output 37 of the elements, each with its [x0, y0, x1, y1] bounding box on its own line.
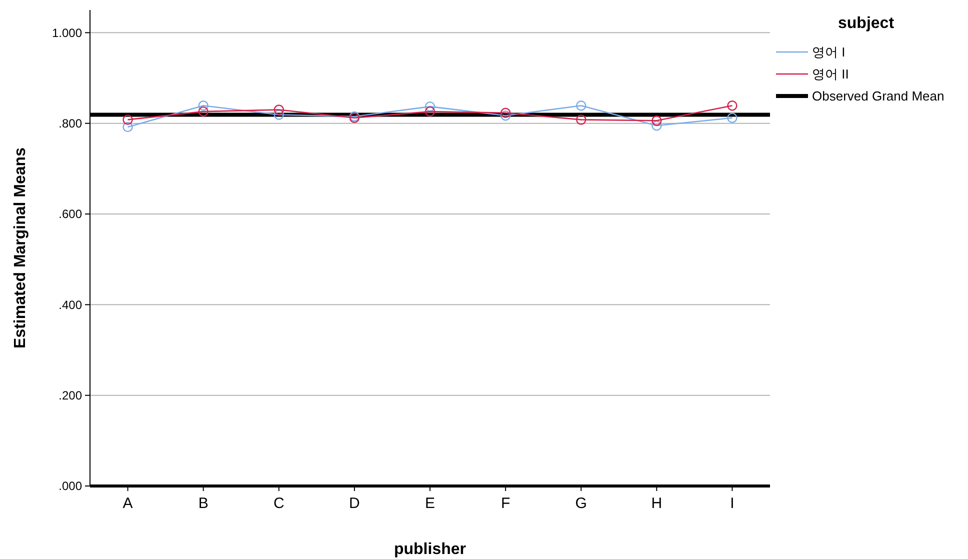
point [652, 120, 662, 131]
x-axis-title: publisher [394, 541, 466, 558]
y-tick-label: .800 [58, 116, 82, 131]
legend-label: 영어 I [812, 44, 846, 60]
x-tick-label: D [349, 495, 360, 512]
y-tick-label: 1.000 [52, 26, 82, 40]
x-tick-label: A [122, 495, 133, 512]
x-tick-label: I [730, 495, 734, 512]
point [424, 106, 436, 117]
point [500, 108, 511, 118]
point [500, 110, 511, 121]
legend-label: 영어 II [812, 66, 849, 82]
y-tick-label: .200 [58, 388, 82, 403]
legend-label: Observed Grand Mean [812, 88, 944, 104]
point [274, 104, 284, 115]
point [198, 106, 208, 117]
x-tick-label: G [575, 495, 587, 512]
point [274, 110, 284, 120]
x-tick-label: H [651, 495, 662, 512]
x-tick-label: B [198, 495, 208, 512]
y-tick-label: .000 [58, 479, 82, 494]
point [576, 114, 586, 125]
x-tick-label: F [500, 495, 510, 512]
y-axis-title: Estimated Marginal Means [12, 147, 29, 348]
point [576, 100, 586, 111]
point [424, 101, 436, 112]
legend-title: subject [838, 15, 895, 32]
point [652, 116, 662, 126]
point [198, 100, 208, 111]
x-tick-label: C [273, 495, 284, 512]
y-tick-label: .400 [58, 298, 82, 312]
point [727, 112, 738, 123]
y-tick-label: .600 [58, 207, 82, 222]
point [727, 100, 738, 111]
x-tick-label: E [424, 495, 436, 512]
point [122, 122, 133, 132]
point [122, 114, 133, 125]
